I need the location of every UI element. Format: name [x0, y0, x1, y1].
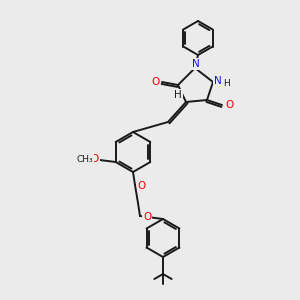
Text: O: O	[225, 100, 233, 110]
Text: O: O	[151, 77, 159, 87]
Text: CH₃: CH₃	[76, 154, 93, 164]
Text: O: O	[138, 181, 146, 191]
Text: H: H	[223, 79, 230, 88]
Text: O: O	[143, 212, 151, 222]
Text: N: N	[192, 59, 200, 69]
Text: H: H	[174, 90, 182, 100]
Text: N: N	[214, 76, 222, 86]
Text: O: O	[91, 154, 99, 164]
